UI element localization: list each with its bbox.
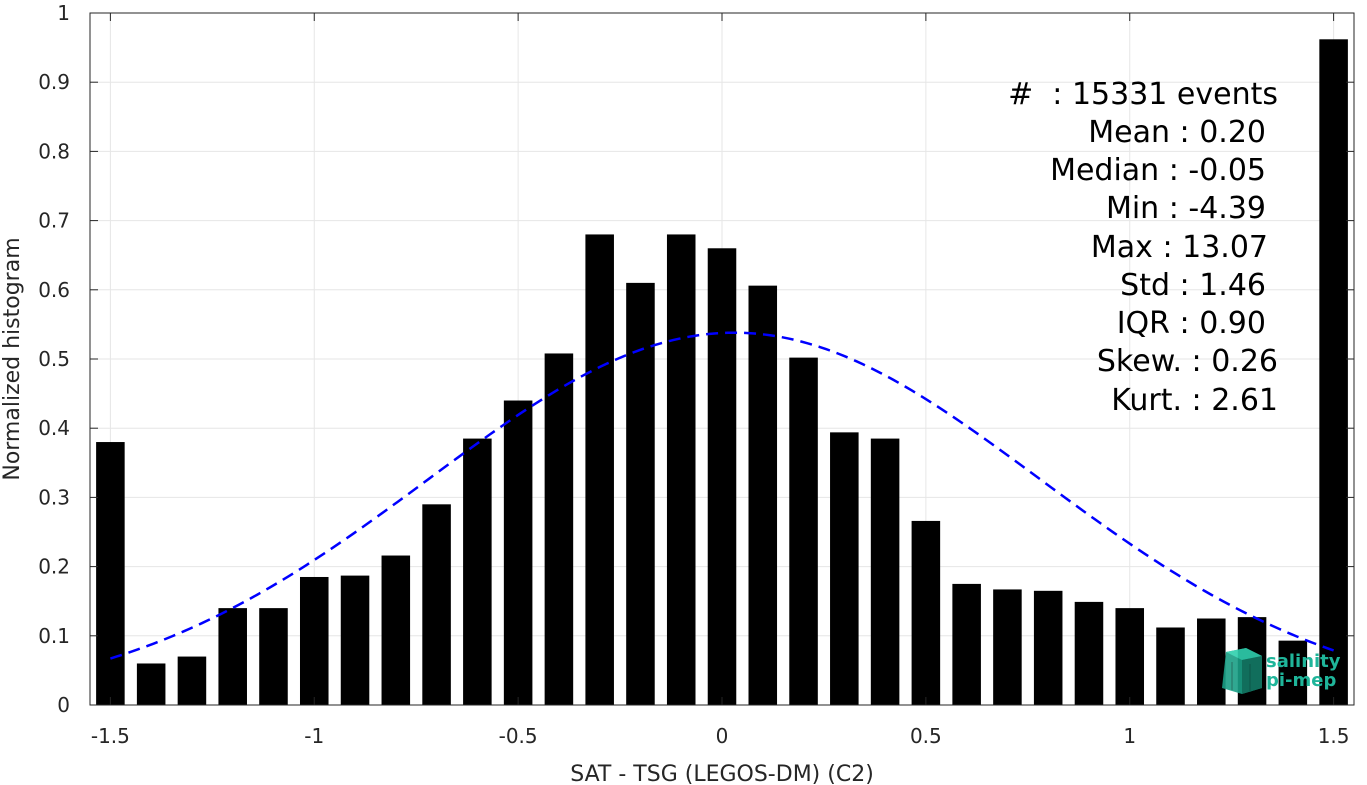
y-tick-label: 0 bbox=[57, 693, 70, 717]
histogram-bar bbox=[952, 583, 981, 705]
x-axis-label: SAT - TSG (LEGOS-DM) (C2) bbox=[570, 762, 874, 785]
histogram-bar bbox=[299, 576, 329, 705]
histogram-bar bbox=[136, 663, 166, 705]
stats-box: # : 15331 events Mean : 0.20 Median : -0… bbox=[1008, 77, 1278, 418]
histogram-bar bbox=[1074, 601, 1104, 705]
histogram-bar bbox=[666, 234, 696, 705]
y-tick-label: 0.9 bbox=[38, 70, 70, 94]
stats-median: Median : -0.05 bbox=[1050, 153, 1266, 188]
stats-min: Min : -4.39 bbox=[1106, 191, 1266, 226]
y-tick-label: 0.8 bbox=[38, 139, 70, 163]
stats-kurt: Kurt. : 2.61 bbox=[1111, 383, 1278, 418]
histogram-bar bbox=[422, 504, 451, 705]
histogram-bar bbox=[1156, 627, 1185, 705]
x-tick-label: 1.5 bbox=[1318, 724, 1350, 748]
y-axis-label: Normalized histogram bbox=[0, 237, 25, 480]
histogram-bar bbox=[463, 438, 492, 705]
y-tick-label: 0.1 bbox=[38, 624, 70, 648]
logo-cube-icon bbox=[1222, 648, 1262, 694]
salinity-pimep-logo: salinity pi-mep bbox=[1222, 648, 1341, 694]
x-axis-ticks: -1.5 -1 -0.5 0 0.5 1 1.5 bbox=[91, 13, 1350, 748]
y-tick-label: 0.4 bbox=[38, 416, 70, 440]
y-tick-label: 0.7 bbox=[38, 209, 70, 233]
histogram-bar bbox=[1319, 39, 1348, 705]
gaussian-fit-curve bbox=[110, 331, 1335, 660]
histogram-bar bbox=[1033, 590, 1063, 705]
bars bbox=[96, 39, 1348, 705]
stats-count: # : 15331 events bbox=[1008, 77, 1278, 112]
histogram-bar bbox=[626, 282, 655, 705]
histogram-bar bbox=[585, 234, 614, 705]
x-tick-label: 0 bbox=[716, 724, 729, 748]
histogram-bar bbox=[1197, 618, 1226, 705]
histogram-bar bbox=[707, 248, 737, 705]
histogram-bar bbox=[381, 555, 411, 705]
x-tick-label: -1 bbox=[304, 724, 324, 748]
histogram-bar bbox=[544, 353, 574, 705]
histogram-bar bbox=[340, 575, 370, 705]
y-axis-ticks: 0 0.1 0.2 0.3 0.4 0.5 0.6 0.7 0.8 0.9 1 bbox=[38, 1, 1354, 717]
histogram-bar bbox=[177, 656, 207, 705]
histogram-bar bbox=[1278, 640, 1308, 705]
stats-std: Std : 1.46 bbox=[1120, 268, 1266, 303]
logo-text-pimep: pi-mep bbox=[1266, 670, 1336, 691]
y-tick-label: 1 bbox=[57, 1, 70, 25]
stats-skew: Skew. : 0.26 bbox=[1097, 344, 1278, 379]
histogram-bar bbox=[96, 442, 125, 705]
y-tick-label: 0.6 bbox=[38, 278, 70, 302]
stats-mean: Mean : 0.20 bbox=[1088, 115, 1266, 150]
histogram-bar bbox=[870, 438, 900, 705]
x-tick-label: -1.5 bbox=[91, 724, 130, 748]
histogram-bar bbox=[1115, 608, 1145, 705]
x-tick-label: 1 bbox=[1123, 724, 1136, 748]
histogram-bar bbox=[830, 432, 859, 705]
histogram-bar bbox=[503, 400, 533, 705]
histogram-bar bbox=[993, 589, 1022, 705]
stats-max: Max : 13.07 bbox=[1091, 230, 1268, 265]
histogram-bar bbox=[911, 520, 941, 705]
stats-iqr: IQR : 0.90 bbox=[1117, 306, 1266, 341]
y-tick-label: 0.5 bbox=[38, 347, 70, 371]
histogram-bar bbox=[218, 608, 247, 705]
histogram-bar bbox=[259, 608, 288, 705]
logo-text-salinity: salinity bbox=[1266, 651, 1341, 672]
y-tick-label: 0.3 bbox=[38, 485, 70, 509]
histogram-bar bbox=[748, 285, 778, 705]
x-tick-label: 0.5 bbox=[910, 724, 942, 748]
y-tick-label: 0.2 bbox=[38, 555, 70, 579]
histogram-bar bbox=[789, 357, 818, 705]
x-tick-label: -0.5 bbox=[499, 724, 538, 748]
